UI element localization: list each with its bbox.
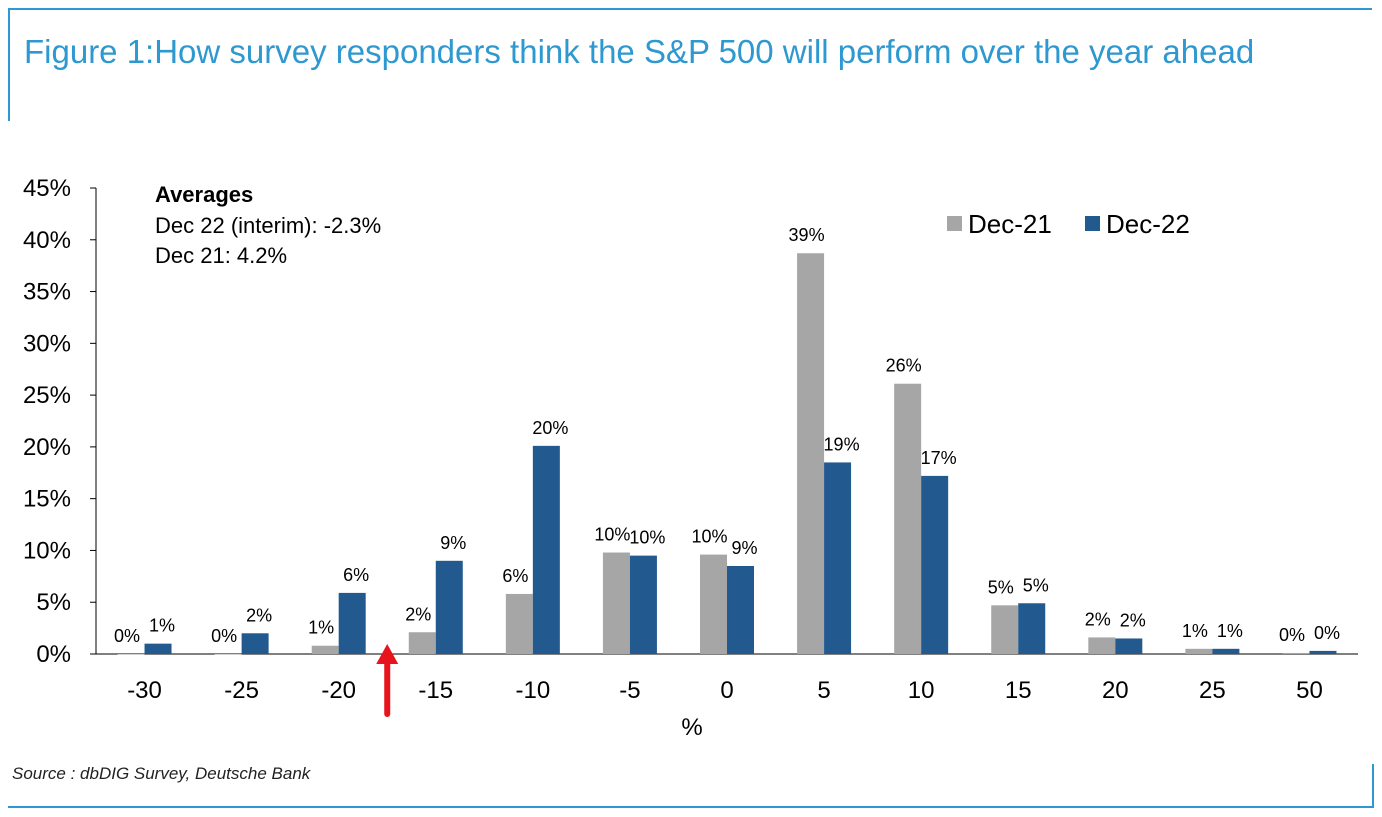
bar-dec-22: [241, 633, 269, 654]
data-label: 2%: [246, 605, 272, 625]
data-label: 2%: [1120, 610, 1146, 630]
bar-dec-22: [727, 565, 754, 654]
legend-label-dec-21: Dec-21: [968, 209, 1052, 239]
x-tick-label: -15: [418, 677, 453, 704]
data-label: 1%: [308, 618, 334, 638]
data-label: 1%: [1217, 621, 1243, 641]
legend-swatch-dec-22: [1085, 216, 1100, 231]
bar-dec-21: [894, 383, 922, 654]
data-label: 5%: [1023, 575, 1049, 595]
x-tick-label: 50: [1296, 677, 1323, 704]
bar-chart: 0% 5% 10% 15% 20% 25% 30% 35% 40% 45% -30 -25 -20 -1…: [23, 175, 1358, 740]
legend-swatch-dec-21: [947, 216, 962, 231]
legend: Dec-21 Dec-22: [947, 209, 1190, 239]
data-label: 0%: [114, 626, 140, 646]
bar-dec-21: [1282, 652, 1310, 654]
bar-dec-21: [1185, 648, 1213, 654]
bar-dec-21: [311, 645, 339, 654]
x-tick-label: -10: [516, 677, 551, 704]
data-label: 2%: [1085, 609, 1111, 629]
data-label: 5%: [988, 577, 1014, 597]
data-label: 17%: [921, 448, 957, 468]
x-axis: -30 -25 -20 -15 -10 -5 0 5 10 15 20 25 50: [96, 653, 1358, 704]
bar-dec-21: [700, 554, 727, 654]
x-tick-label: -20: [321, 677, 356, 704]
data-label: 9%: [731, 538, 757, 558]
bar-dec-22: [338, 592, 366, 654]
y-tick-label: 45%: [23, 175, 71, 202]
bar-dec-21: [505, 593, 533, 654]
y-tick-label: 25%: [23, 382, 71, 409]
data-label: 1%: [149, 616, 175, 636]
data-label: 0%: [1314, 623, 1340, 643]
source-note: Source : dbDIG Survey, Deutsche Bank: [12, 764, 311, 783]
y-tick-label: 5%: [36, 589, 71, 616]
y-tick-label: 20%: [23, 434, 71, 461]
bar-dec-22: [629, 555, 657, 654]
y-tick-label: 40%: [23, 227, 71, 254]
data-label: 10%: [594, 525, 630, 545]
bar-dec-21: [117, 654, 145, 655]
bar-dec-22: [144, 643, 172, 654]
x-tick-label: 10: [908, 677, 935, 704]
y-tick-label: 35%: [23, 279, 71, 306]
averages-dec21: Dec 21: 4.2%: [155, 243, 287, 268]
bar-dec-21: [797, 253, 825, 654]
y-tick-label: 0%: [36, 641, 71, 668]
x-axis-title: %: [681, 714, 702, 740]
data-label: 26%: [886, 356, 922, 376]
x-tick-label: -5: [619, 677, 640, 704]
y-axis: 0% 5% 10% 15% 20% 25% 30% 35% 40% 45%: [23, 175, 97, 668]
arrow-head: [376, 644, 399, 664]
x-tick-label: -25: [224, 677, 259, 704]
bar-dec-22: [1018, 603, 1046, 654]
data-labels: 0% 0% 1%2%6%10% 10%39%26%5%2%1% 0%1%2%6%9%20…: [114, 225, 1340, 646]
red-arrow-marker: [376, 644, 399, 717]
bar-dec-22: [1309, 650, 1337, 654]
averages-annotation: Averages Dec 22 (interim): -2.3% Dec 21:…: [155, 182, 381, 268]
bar-dec-21: [1088, 637, 1116, 654]
bar-dec-22: [1115, 638, 1143, 654]
y-tick-label: 30%: [23, 330, 71, 357]
y-tick-label: 10%: [23, 537, 71, 564]
data-label: 6%: [502, 566, 528, 586]
data-label: 10%: [691, 527, 727, 547]
bar-dec-22: [921, 475, 949, 654]
bar-dec-22: [532, 445, 560, 654]
data-label: 1%: [1182, 621, 1208, 641]
data-label: 10%: [629, 528, 665, 548]
data-label: 39%: [789, 225, 825, 245]
bar-dec-21: [602, 552, 630, 654]
bar-dec-21: [408, 632, 436, 654]
y-tick-label: 15%: [23, 486, 71, 513]
data-label: 19%: [824, 434, 860, 454]
frame-bottom-rule: [8, 806, 1374, 808]
data-label: 20%: [532, 418, 568, 438]
x-tick-label: -30: [127, 677, 162, 704]
x-tick-label: 0: [720, 677, 733, 704]
frame-left-rule: [8, 8, 10, 121]
frame-top-rule: [8, 8, 1372, 10]
bars: [117, 253, 1337, 655]
bar-dec-21: [214, 654, 242, 655]
data-label: 6%: [343, 565, 369, 585]
bar-dec-21: [991, 605, 1019, 654]
data-label: 0%: [211, 626, 237, 646]
legend-label-dec-22: Dec-22: [1106, 209, 1190, 239]
x-tick-label: 20: [1102, 677, 1129, 704]
bar-dec-22: [435, 560, 463, 654]
averages-heading: Averages: [155, 182, 253, 207]
data-label: 9%: [440, 533, 466, 553]
averages-dec22: Dec 22 (interim): -2.3%: [155, 213, 381, 238]
frame-right-rule: [1372, 764, 1374, 808]
x-tick-label: 15: [1005, 677, 1032, 704]
x-tick-label: 25: [1199, 677, 1226, 704]
data-label: 2%: [405, 604, 431, 624]
figure-title: Figure 1:How survey responders think the…: [24, 33, 1255, 70]
bar-dec-22: [824, 462, 852, 654]
x-tick-label: 5: [817, 677, 830, 704]
bar-dec-22: [1212, 648, 1240, 654]
data-label: 0%: [1279, 625, 1305, 645]
